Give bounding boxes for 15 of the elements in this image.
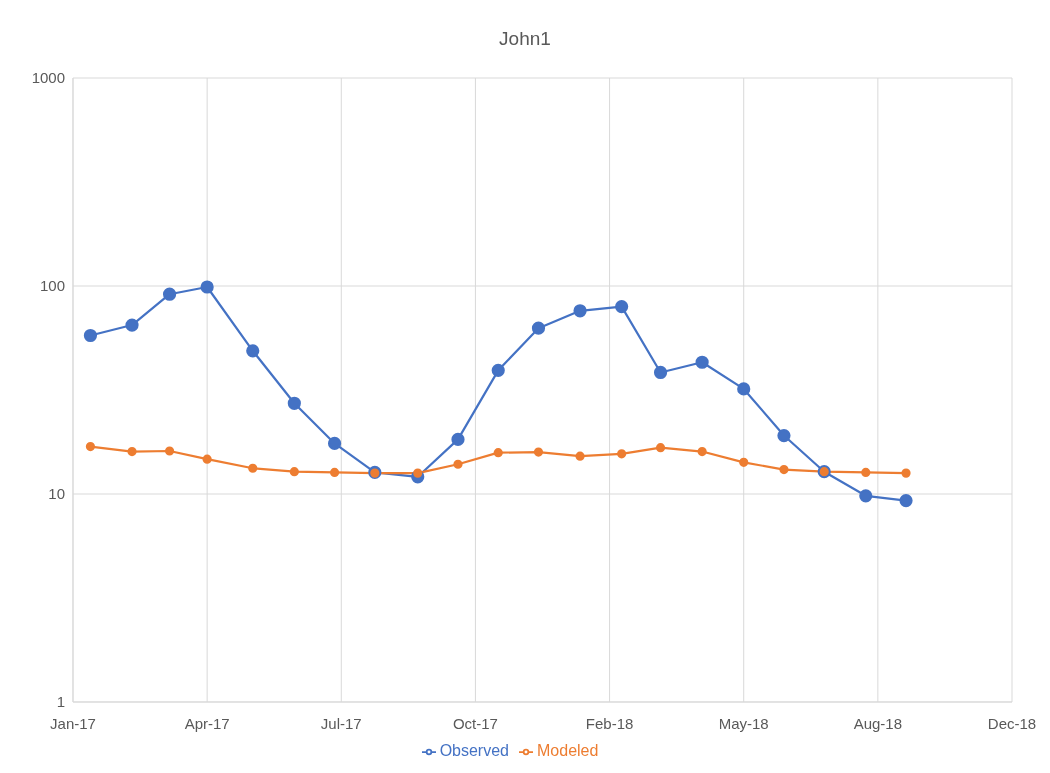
y-tick-label: 1000 [31, 69, 65, 87]
x-tick-label: Jul-17 [320, 714, 362, 732]
x-tick-label: May-18 [718, 714, 769, 732]
x-tick-label: Feb-18 [585, 714, 634, 732]
legend-label: Observed [439, 742, 509, 759]
chart-title: John1 [498, 27, 552, 51]
y-tick-label: 100 [39, 277, 65, 295]
y-tick-label: 1 [56, 693, 65, 711]
x-tick-label: Jan-17 [50, 714, 96, 732]
legend-label: Modeled [537, 742, 599, 759]
x-tick-label: Dec-18 [987, 714, 1037, 732]
x-tick-label: Aug-18 [853, 714, 903, 732]
x-tick-label: Oct-17 [452, 714, 498, 732]
x-tick-label: Apr-17 [184, 714, 230, 732]
y-tick-label: 10 [48, 485, 65, 503]
